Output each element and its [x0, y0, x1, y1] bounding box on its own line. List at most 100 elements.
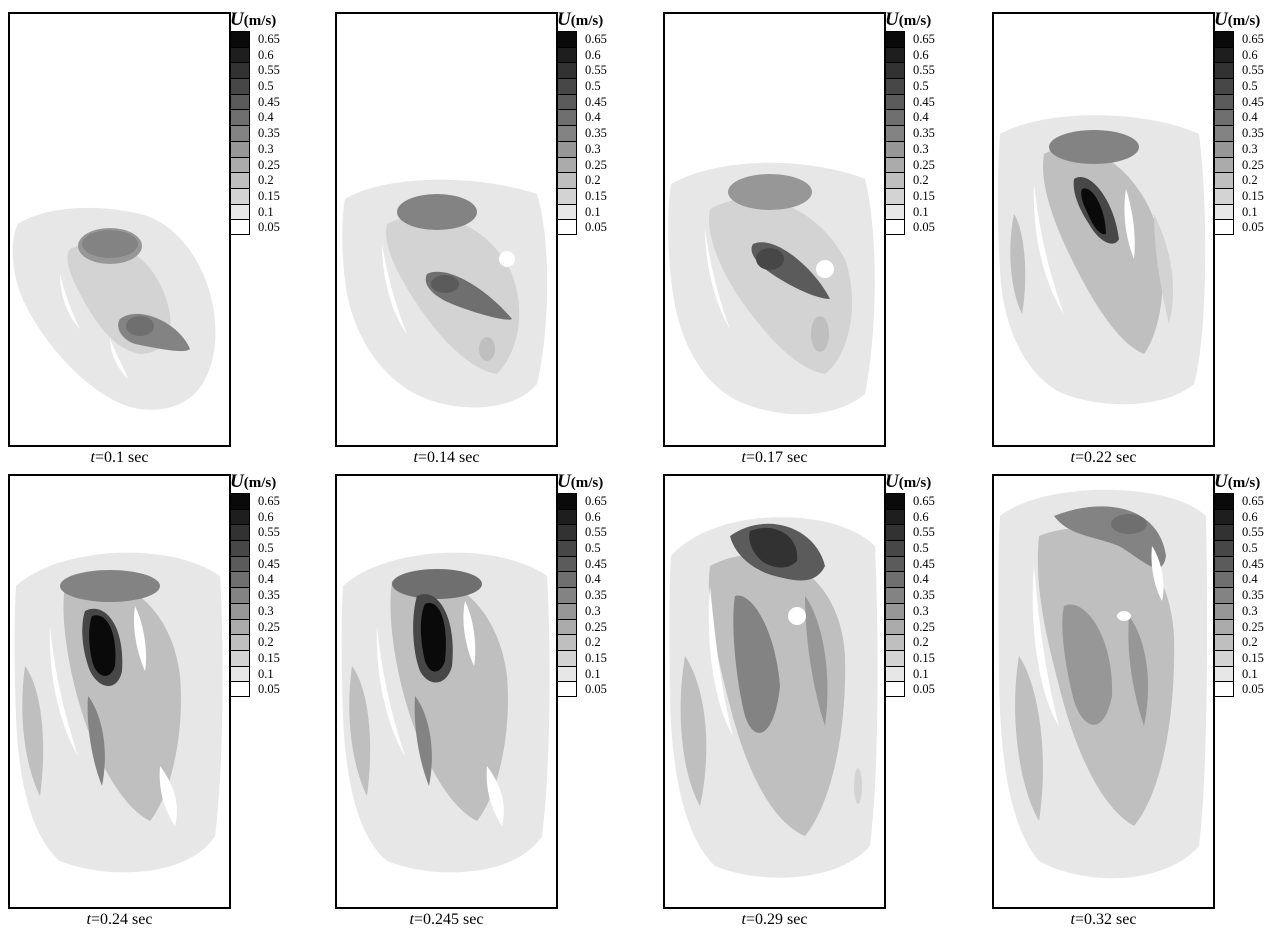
legend-tick-label: 0.45 [585, 556, 607, 571]
contour-region [89, 615, 116, 676]
legend-swatch [1214, 524, 1234, 541]
legend-swatch [1214, 634, 1234, 650]
legend-swatch [885, 508, 905, 525]
legend-tick-label: 0.5 [585, 79, 601, 94]
contour-region [1015, 656, 1043, 821]
legend-swatch [557, 649, 577, 666]
legend-tick-label: 0.15 [913, 650, 935, 665]
legend-tick-label: 0.4 [1242, 572, 1258, 587]
legend-tick-label: 0.45 [258, 556, 280, 571]
legend-swatch [557, 156, 577, 173]
legend-tick-label: 0.2 [1242, 173, 1258, 188]
legend-swatch [1214, 493, 1234, 509]
contour-region [134, 606, 147, 671]
legend-swatch [557, 140, 577, 157]
time-caption: t=0.32 sec [1070, 911, 1137, 928]
legend-tick-label: 0.05 [585, 220, 607, 235]
legend-swatch [230, 571, 250, 588]
legend-tick-label: 0.4 [913, 110, 929, 125]
contour-plot-frame [663, 12, 886, 447]
legend-tick-label: 0.45 [258, 94, 280, 109]
panel-t-0.14: U(m/s) 0.65 0.6 0.55 0.5 0.45 0.4 0.35 0.3 0.25 0… [335, 9, 635, 474]
legend-tick-label: 0.2 [258, 173, 274, 188]
legend-tick-label: 0.6 [585, 47, 601, 62]
velocity-contour-plot [997, 115, 1206, 405]
legend-tick-label: 0.2 [1242, 635, 1258, 650]
contour-region [708, 586, 733, 736]
velocity-color-legend: U(m/s) 0.65 0.6 0.55 0.5 0.45 0.4 0.35 0.3 0.25 0… [1214, 472, 1284, 724]
legend-tick-label: 0.35 [913, 126, 935, 141]
legend-swatch [230, 555, 250, 572]
legend-swatches [557, 31, 579, 235]
velocity-color-legend: U(m/s) 0.65 0.6 0.55 0.5 0.45 0.4 0.35 0.3 0.25 0… [885, 10, 963, 262]
velocity-color-legend: U(m/s) 0.65 0.6 0.55 0.5 0.45 0.4 0.35 0.3 0.25 0… [885, 472, 963, 724]
legend-swatch [557, 219, 577, 235]
legend-swatch [230, 78, 250, 94]
legend-swatch [557, 587, 577, 603]
contour-plot-frame [663, 474, 886, 909]
legend-tick-label: 0.35 [1242, 588, 1264, 603]
contour-region [397, 194, 477, 230]
legend-swatch [557, 540, 577, 556]
legend-swatch [557, 93, 577, 110]
legend-tick-label: 0.55 [913, 63, 935, 78]
legend-tick-label: 0.35 [585, 588, 607, 603]
velocity-color-legend: U(m/s) 0.65 0.6 0.55 0.5 0.45 0.4 0.35 0.3 0.25 0… [557, 9, 635, 262]
legend-tick-label: 0.45 [585, 94, 607, 109]
legend-tick-label: 0.15 [1242, 650, 1264, 665]
legend-swatch [557, 508, 577, 525]
legend-swatches [557, 493, 579, 697]
legend-tick-label: 0.45 [1242, 556, 1264, 571]
legend-title: U(m/s) [557, 9, 604, 30]
contour-plot-frame [335, 12, 558, 447]
legend-tick-label: 0.05 [913, 220, 935, 235]
contour-region [805, 596, 828, 726]
contour-plot-frame [8, 474, 231, 909]
legend-tick-label: 0.5 [258, 79, 274, 94]
contour-region [463, 601, 476, 666]
legend-swatch [230, 93, 250, 110]
contour-region [733, 595, 780, 733]
legend-swatch [557, 172, 577, 188]
legend-swatch [557, 634, 577, 650]
legend-swatch [885, 555, 905, 572]
legend-swatch [1214, 140, 1234, 157]
legend-swatch [557, 62, 577, 79]
legend-swatch [230, 46, 250, 63]
legend-tick-label: 0.2 [913, 173, 929, 188]
legend-tick-label: 0.1 [913, 204, 929, 219]
legend-tick-label: 0.65 [1242, 32, 1264, 46]
legend-swatch [885, 78, 905, 94]
legend-swatch [230, 618, 250, 635]
legend-swatch [885, 524, 905, 541]
legend-tick-labels: 0.65 0.6 0.55 0.5 0.45 0.4 0.35 0.3 0.25 0.2 0.15 0… [913, 493, 935, 697]
velocity-contour-plot [668, 162, 875, 415]
legend-tick-label: 0.15 [1242, 188, 1264, 203]
legend-tick-label: 0.25 [585, 619, 607, 634]
legend-tick-label: 0.35 [913, 588, 935, 603]
legend-tick-label: 0.3 [585, 141, 601, 156]
legend-swatch [557, 524, 577, 541]
legend-tick-label: 0.4 [585, 110, 601, 125]
contour-region [414, 696, 432, 786]
legend-swatch [1214, 649, 1234, 666]
legend-tick-label: 0.15 [585, 650, 607, 665]
time-caption: t=0.29 sec [741, 911, 808, 928]
legend-swatch [1214, 508, 1234, 525]
contour-region [1154, 214, 1174, 324]
contour-region [1111, 514, 1147, 534]
legend-tick-label: 0.2 [585, 173, 601, 188]
legend-swatch [885, 172, 905, 188]
legend-swatch [230, 681, 250, 697]
legend-tick-labels: 0.65 0.6 0.55 0.5 0.45 0.4 0.35 0.3 0.25 0.2 0.15 0… [258, 493, 280, 697]
contour-region [680, 656, 707, 806]
legend-tick-label: 0.4 [258, 110, 274, 125]
legend-swatch [557, 555, 577, 572]
legend-tick-label: 0.45 [913, 556, 935, 571]
legend-tick-label: 0.4 [1242, 110, 1258, 125]
legend-tick-label: 0.35 [1242, 126, 1264, 141]
legend-swatch [1214, 62, 1234, 79]
legend-swatch [557, 203, 577, 220]
legend-tick-labels: 0.65 0.6 0.55 0.5 0.45 0.4 0.35 0.3 0.25 0.2 0.15 0… [585, 31, 607, 235]
contour-region [420, 603, 446, 672]
